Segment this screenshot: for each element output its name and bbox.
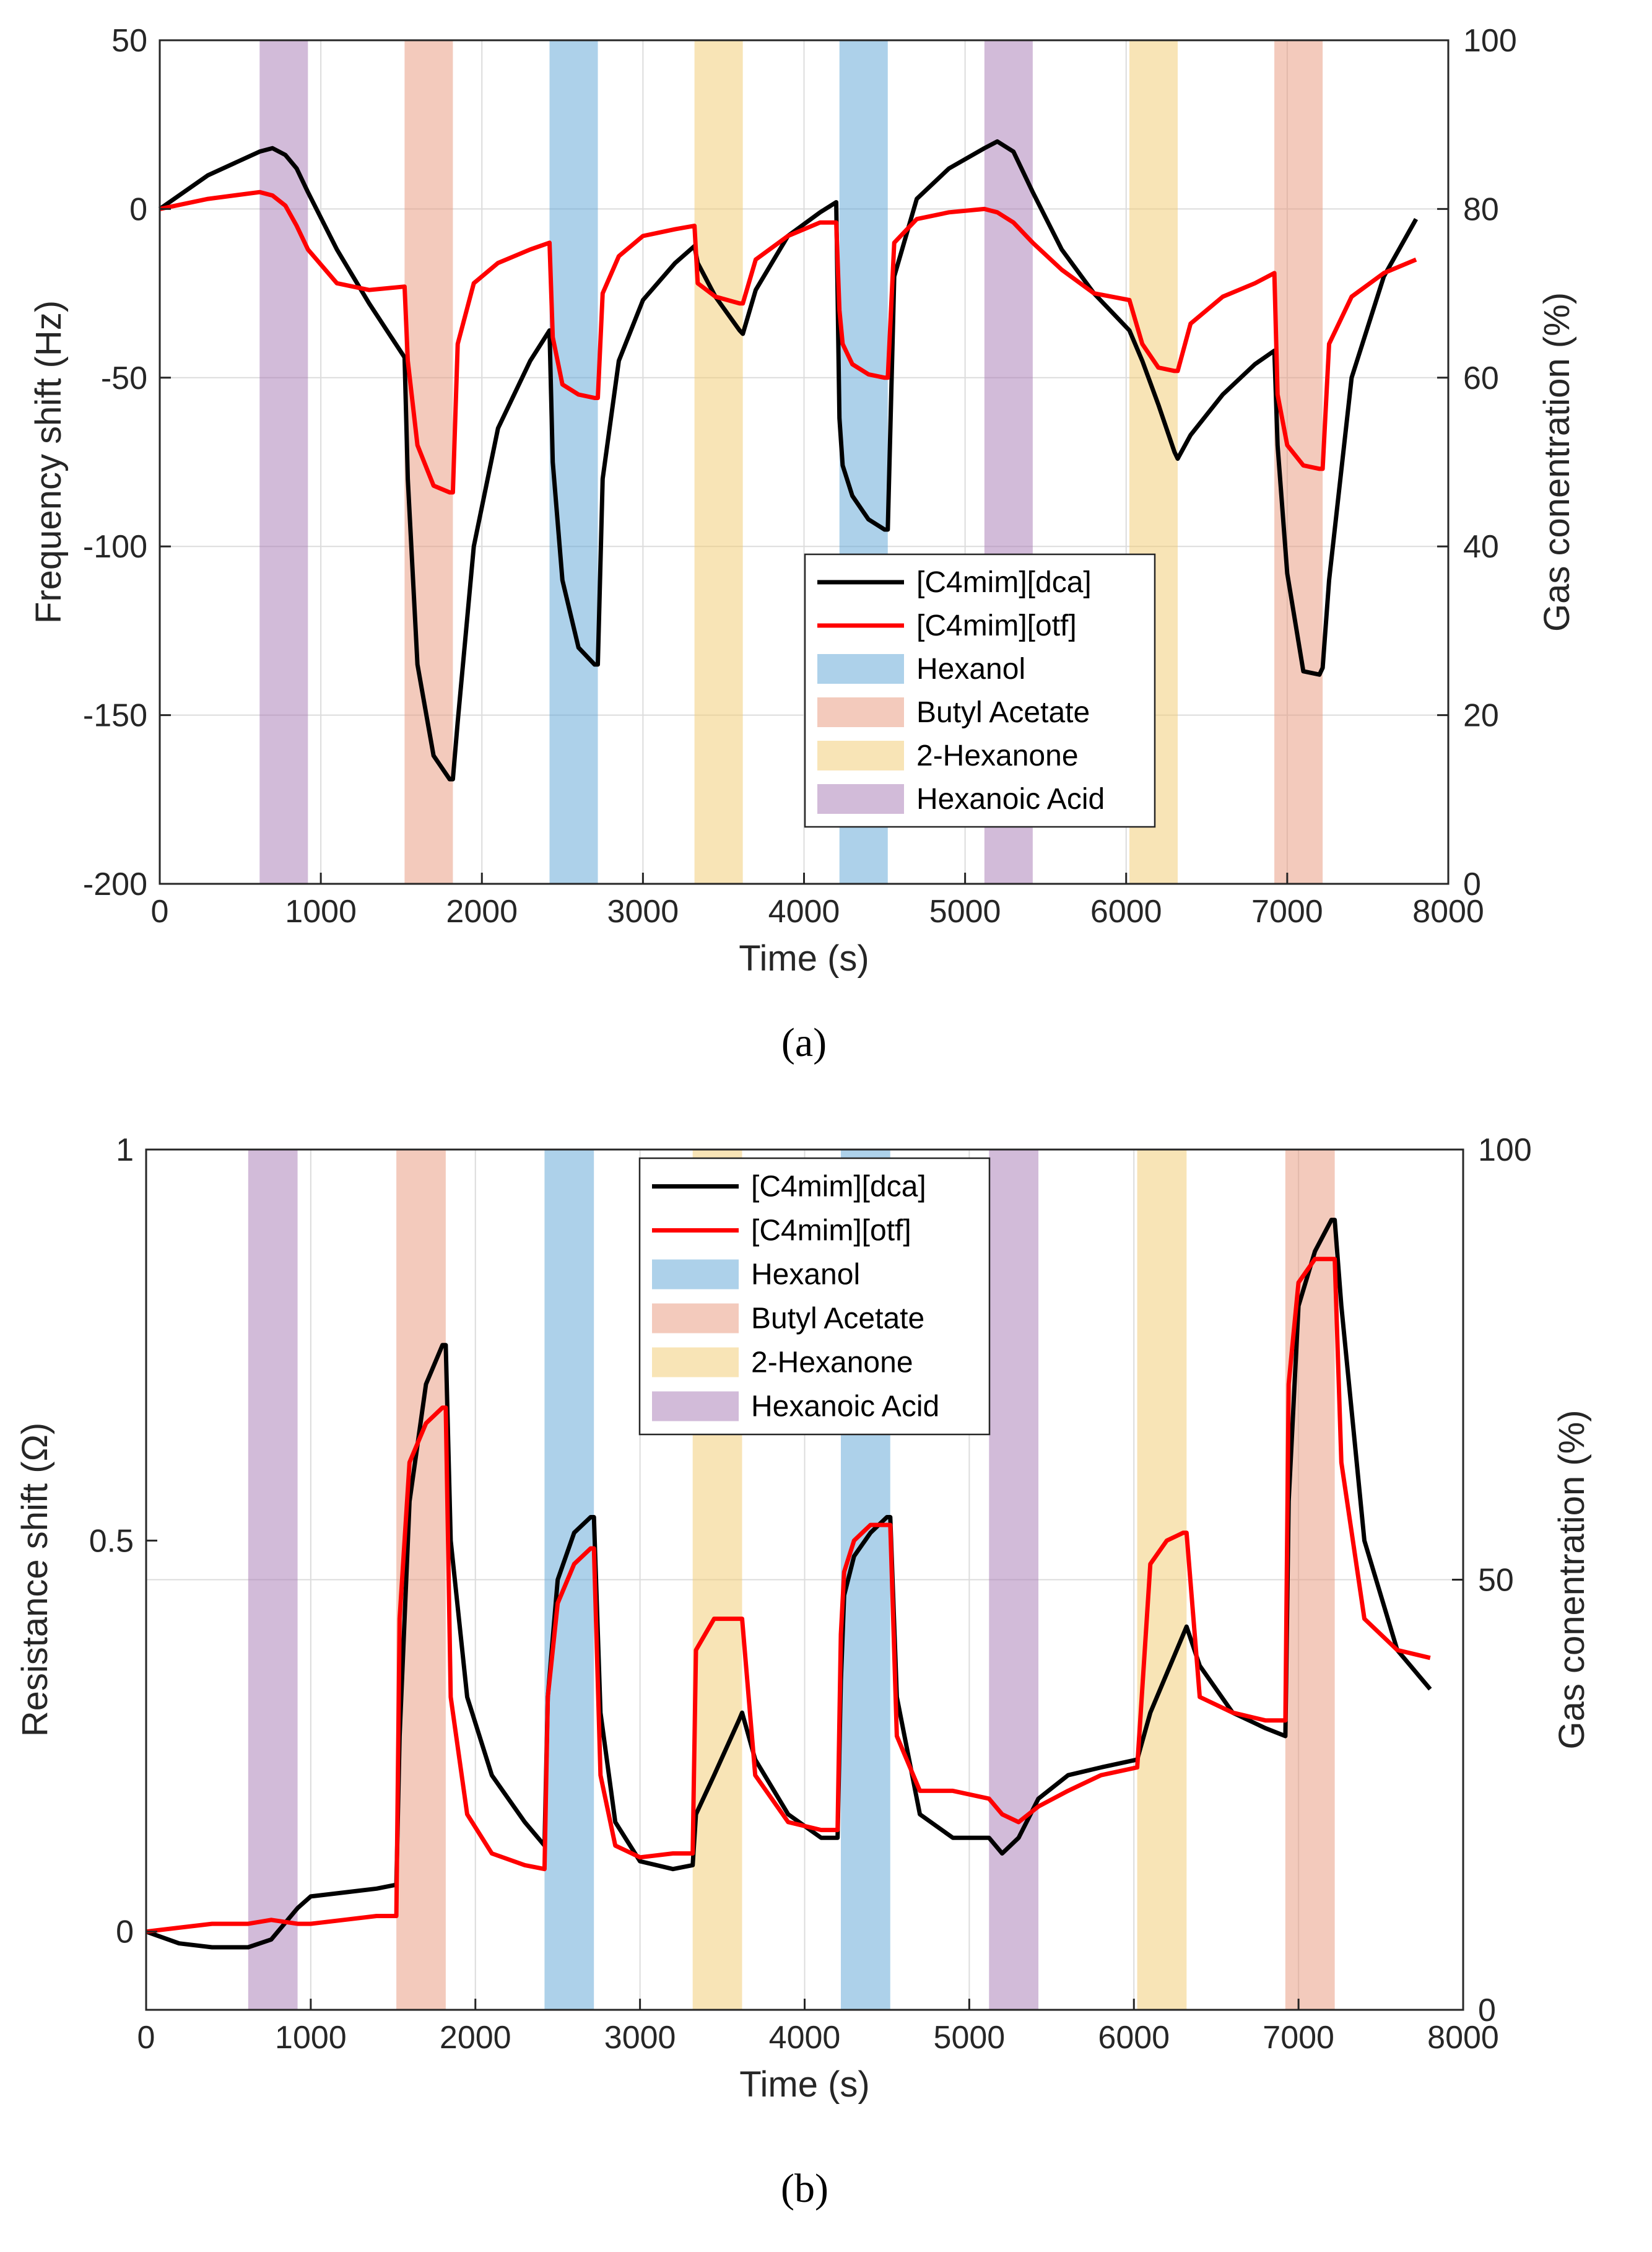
y2-axis-label: Gas conentration (%) — [1552, 1410, 1592, 1749]
tick-labels: 0 1000 2000 3000 4000 5000 6000 7000 800000.5105… — [89, 1132, 1532, 2056]
x-tick-label: 7000 — [1263, 2020, 1334, 2056]
x-tick-label: 2000 — [440, 2020, 511, 2056]
exposure-band-hexanoic-acid — [989, 1150, 1039, 2010]
series-lines — [145, 1218, 1432, 1950]
x-tick-label: 1000 — [285, 894, 357, 930]
x-tick-label: 8000 — [1427, 2020, 1499, 2056]
legend-entry: Butyl Acetate — [916, 696, 1090, 729]
legend-swatch-patch — [652, 1259, 739, 1290]
x-tick-label: 3000 — [607, 894, 679, 930]
x-axis-label: Time (s) — [739, 2064, 869, 2105]
y2-tick-label: 100 — [1478, 1132, 1532, 1168]
x-tick-label: 4000 — [768, 894, 840, 930]
x-tick-label: 0 — [151, 894, 169, 930]
legend-entry: Hexanoic Acid — [751, 1390, 939, 1423]
x-tick-label: 7000 — [1251, 894, 1323, 930]
exposure-band-butyl-acetate — [404, 40, 453, 884]
series-line-otf — [159, 190, 1417, 495]
y2-tick-label: 40 — [1463, 529, 1499, 565]
x-tick-label: 3000 — [604, 2020, 676, 2056]
tick-labels: 0 1000 2000 3000 4000 5000 6000 7000 8000-200-15… — [83, 23, 1517, 930]
legend-entry: Hexanol — [751, 1259, 860, 1291]
legend-swatch-patch — [652, 1347, 739, 1377]
x-tick-label: 1000 — [275, 2020, 347, 2056]
legend-swatch-patch — [652, 1391, 739, 1421]
exposure-band-butyl-acetate — [1285, 1150, 1335, 2010]
series-lines — [158, 139, 1419, 782]
caption-label: (b) — [781, 2166, 828, 2211]
y-axis-label: Resistance shift (Ω) — [15, 1423, 55, 1737]
legend-swatch-patch — [817, 741, 904, 770]
legend-entry: Hexanol — [916, 653, 1025, 686]
y2-tick-label: 0 — [1478, 1992, 1496, 2028]
y2-tick-label: 60 — [1463, 360, 1499, 396]
legend-box — [638, 1157, 991, 1436]
legend-entry: [C4mim][dca] — [751, 1171, 926, 1203]
y-tick-label: -150 — [83, 698, 147, 734]
legend-swatch-patch — [817, 654, 904, 684]
legend-box — [804, 553, 1156, 828]
x-tick-label: 5000 — [934, 2020, 1006, 2056]
legend-entry: [C4mim][otf] — [751, 1215, 911, 1247]
exposure-band-hexanoic-acid — [259, 40, 308, 884]
exposure-band-hexanoic-acid — [248, 1150, 298, 2010]
y-tick-label: 1 — [116, 1132, 134, 1168]
x-tick-label: 4000 — [769, 2020, 841, 2056]
y2-tick-label: 0 — [1463, 866, 1481, 902]
x-tick-label: 8000 — [1412, 894, 1484, 930]
y2-tick-label: 50 — [1478, 1563, 1514, 1599]
legend-entry: Hexanoic Acid — [916, 783, 1105, 816]
x-tick-label: 2000 — [446, 894, 518, 930]
legend-swatch-patch — [817, 697, 904, 727]
legend: [C4mim][dca] [C4mim][otf] Hexanol Butyl Ace… — [638, 1157, 991, 1436]
y2-axis-label: Gas conentration (%) — [1537, 292, 1577, 632]
x-tick-label: 6000 — [1090, 894, 1162, 930]
y-tick-label: 0 — [129, 191, 147, 227]
legend-entry: 2-Hexanone — [751, 1346, 913, 1379]
chart-b: 0 1000 2000 3000 4000 5000 6000 7000 800000.5105… — [15, 1132, 1592, 2211]
x-tick-label: 5000 — [929, 894, 1001, 930]
y-tick-label: -50 — [101, 360, 147, 396]
x-tick-label: 0 — [137, 2020, 155, 2056]
legend-swatch-patch — [817, 784, 904, 814]
caption-label: (a) — [781, 1020, 827, 1065]
y2-tick-label: 80 — [1463, 191, 1499, 227]
legend-entry: 2-Hexanone — [916, 740, 1079, 772]
y-tick-label: -100 — [83, 529, 147, 565]
series-line-dca — [145, 1218, 1432, 1950]
legend-entry: [C4mim][dca] — [916, 566, 1092, 599]
legend-entry: Butyl Acetate — [751, 1303, 924, 1335]
chart-a: 0 1000 2000 3000 4000 5000 6000 7000 8000-200-15… — [28, 23, 1577, 1065]
x-axis-label: Time (s) — [739, 938, 869, 979]
y2-tick-label: 100 — [1463, 23, 1517, 59]
exposure-band-2-hexanone — [694, 40, 743, 884]
x-tick-label: 6000 — [1098, 2020, 1170, 2056]
legend-swatch-patch — [652, 1303, 739, 1333]
y2-tick-label: 20 — [1463, 698, 1499, 734]
legend: [C4mim][dca] [C4mim][otf] Hexanol Butyl Ace… — [804, 553, 1156, 828]
legend-entry: [C4mim][otf] — [916, 609, 1077, 642]
y-tick-label: 0.5 — [89, 1523, 134, 1559]
exposure-band-hexanol — [549, 40, 598, 884]
series-line-otf — [146, 1257, 1431, 1934]
y-tick-label: 50 — [111, 23, 147, 59]
exposure-band-2-hexanone — [1137, 1150, 1187, 2010]
y-axis-label: Frequency shift (Hz) — [28, 300, 69, 624]
y-tick-label: 0 — [116, 1914, 134, 1950]
y-tick-label: -200 — [83, 866, 147, 902]
